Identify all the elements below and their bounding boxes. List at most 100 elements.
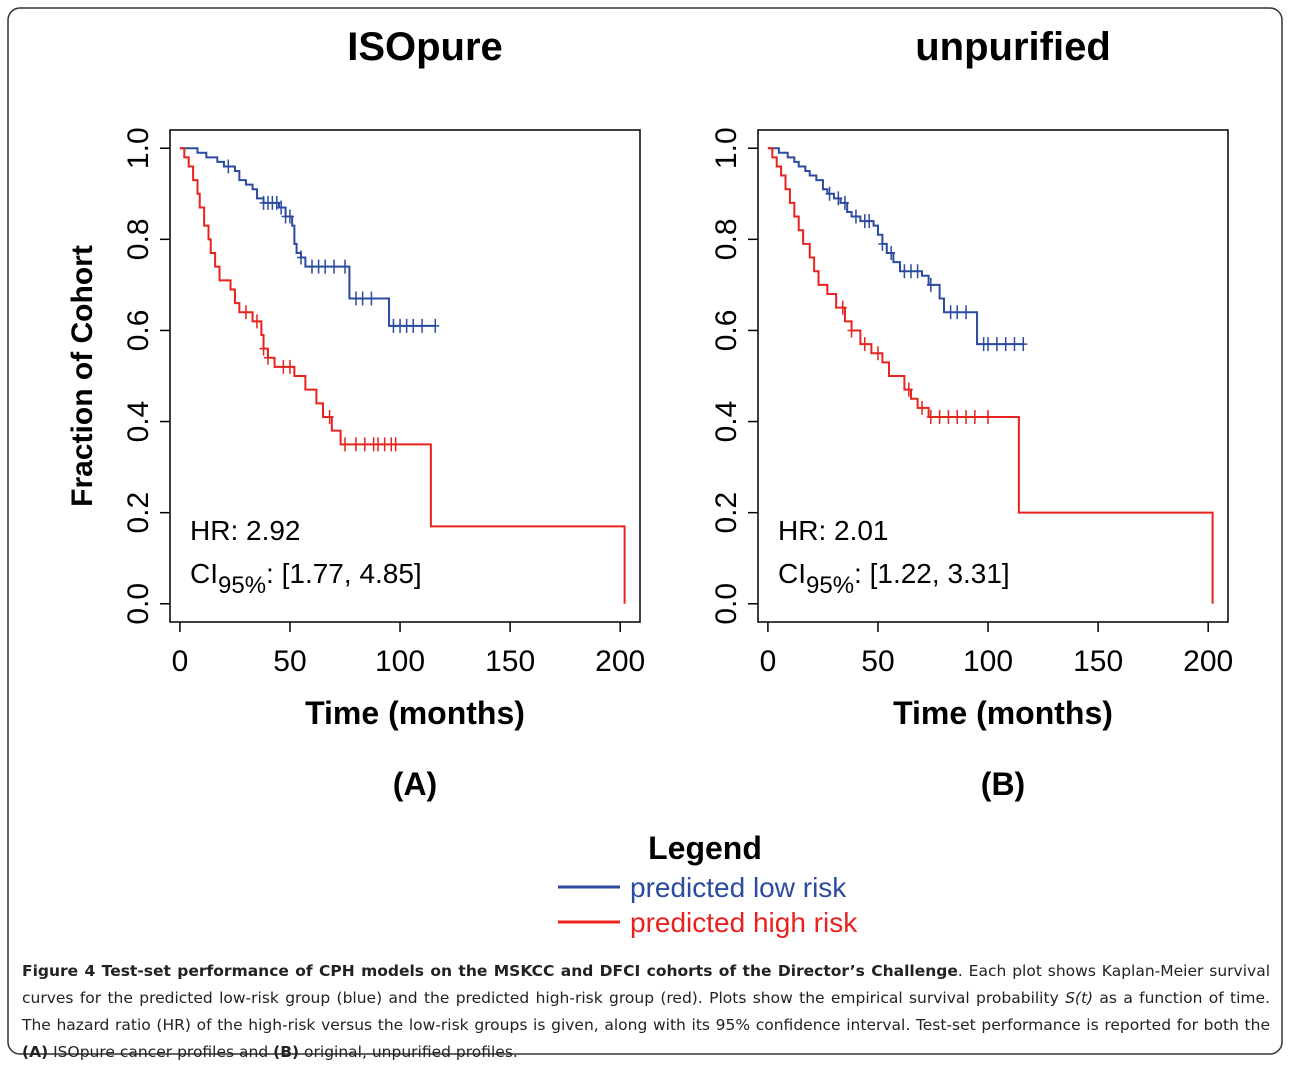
censor-mark (962, 305, 971, 320)
hazard-ratio: HR: 2.01 (778, 515, 889, 546)
censor-mark (224, 159, 233, 174)
caption: Figure 4 Test-set performance of CPH mod… (22, 958, 1270, 1066)
ci-text: : [1.22, 3.31] (854, 558, 1010, 589)
censor-mark (1019, 337, 1028, 352)
censor-mark (926, 410, 935, 424)
censor-mark (341, 259, 350, 274)
ci-label: CI (190, 558, 218, 589)
censor-mark (330, 259, 339, 274)
caption-text: ISOpure cancer profiles and (48, 1043, 274, 1061)
x-tick-label: 100 (963, 645, 1013, 678)
censor-mark (953, 410, 962, 424)
caption-text: as a function of time. The hazard ratio … (22, 989, 1270, 1034)
survival-curve (767, 147, 1214, 604)
censor-mark (904, 382, 913, 397)
survival-curve (179, 147, 436, 327)
y-tick-label: 0.6 (122, 310, 155, 352)
y-tick-label: 0.0 (710, 583, 743, 625)
chart-title: unpurified (915, 25, 1111, 69)
x-tick-label: 50 (273, 645, 306, 678)
censor-mark (878, 236, 887, 251)
censor-mark (992, 337, 1001, 352)
y-axis-label: Fraction of Cohort (66, 245, 99, 507)
censor-mark (391, 437, 400, 452)
censor-mark (851, 209, 860, 224)
censor-mark (918, 400, 927, 415)
censor-mark (984, 410, 993, 424)
x-tick-label: 150 (485, 645, 535, 678)
x-tick-label: 0 (760, 645, 777, 678)
x-tick-label: 0 (172, 645, 189, 678)
censor-mark (272, 195, 281, 210)
caption-text: S(t) (1065, 989, 1094, 1007)
x-tick-label: 100 (375, 645, 425, 678)
censor-mark (321, 259, 330, 274)
y-tick-label: 0.8 (710, 218, 743, 260)
survival-curve (179, 147, 626, 604)
y-tick-label: 1.0 (710, 127, 743, 169)
censor-mark (840, 195, 849, 210)
ci-subscript: 95% (806, 572, 854, 599)
censor-mark (285, 359, 294, 374)
confidence-interval: CI95%: [1.22, 3.31] (778, 558, 1010, 599)
censor-mark (360, 437, 369, 452)
y-tick-label: 0.2 (122, 492, 155, 534)
legend-title: Legend (648, 830, 762, 866)
legend-label: predicted low risk (630, 872, 847, 903)
censor-mark (418, 318, 427, 333)
chart-title: ISOpure (347, 25, 503, 69)
caption-text: (A) (22, 1043, 49, 1061)
y-tick-label: 0.0 (122, 583, 155, 625)
plot-frame (169, 129, 641, 623)
caption-text: Figure 4 Test-set performance of CPH mod… (22, 962, 958, 980)
y-tick-label: 1.0 (122, 127, 155, 169)
censor-mark (1010, 337, 1019, 352)
censor-mark (241, 305, 250, 320)
censor-mark (259, 341, 268, 356)
censor-mark (865, 214, 874, 229)
panel-label: (A) (393, 766, 437, 802)
caption-text: (B) (273, 1043, 300, 1061)
censor-mark (1001, 337, 1010, 352)
y-tick-label: 0.2 (710, 492, 743, 534)
y-tick-label: 0.6 (710, 310, 743, 352)
censor-mark (325, 410, 334, 424)
censor-mark (341, 437, 350, 452)
censor-mark (953, 305, 962, 320)
y-tick-label: 0.4 (710, 401, 743, 443)
censor-mark (935, 410, 944, 424)
figure-border (7, 7, 1283, 1055)
censor-mark (825, 186, 834, 201)
x-tick-label: 200 (595, 645, 645, 678)
censor-mark (913, 264, 922, 279)
confidence-interval: CI95%: [1.77, 4.85] (190, 558, 422, 599)
censor-mark (409, 318, 418, 333)
censor-mark (970, 410, 979, 424)
censor-mark (352, 437, 361, 452)
x-tick-label: 200 (1183, 645, 1233, 678)
censor-mark (860, 337, 869, 352)
caption-text: . Each plot shows Kaplan-Meier survival … (22, 962, 1270, 1007)
y-tick-label: 0.8 (122, 218, 155, 260)
censor-mark (944, 410, 953, 424)
plot-frame (757, 129, 1229, 623)
censor-mark (263, 350, 272, 365)
censor-mark (285, 209, 294, 224)
hazard-ratio: HR: 2.92 (190, 515, 301, 546)
censor-mark (277, 200, 286, 215)
ci-label: CI (778, 558, 806, 589)
censor-mark (887, 246, 896, 260)
censor-mark (358, 291, 367, 306)
ci-subscript: 95% (218, 572, 266, 599)
censor-mark (962, 410, 971, 424)
censor-mark (984, 337, 993, 352)
x-axis-label: Time (months) (305, 695, 525, 731)
x-axis-label: Time (months) (893, 695, 1113, 731)
x-tick-label: 50 (861, 645, 894, 678)
ci-text: : [1.77, 4.85] (266, 558, 422, 589)
panel-label: (B) (981, 766, 1025, 802)
censor-mark (847, 323, 856, 338)
censor-mark (431, 318, 440, 333)
